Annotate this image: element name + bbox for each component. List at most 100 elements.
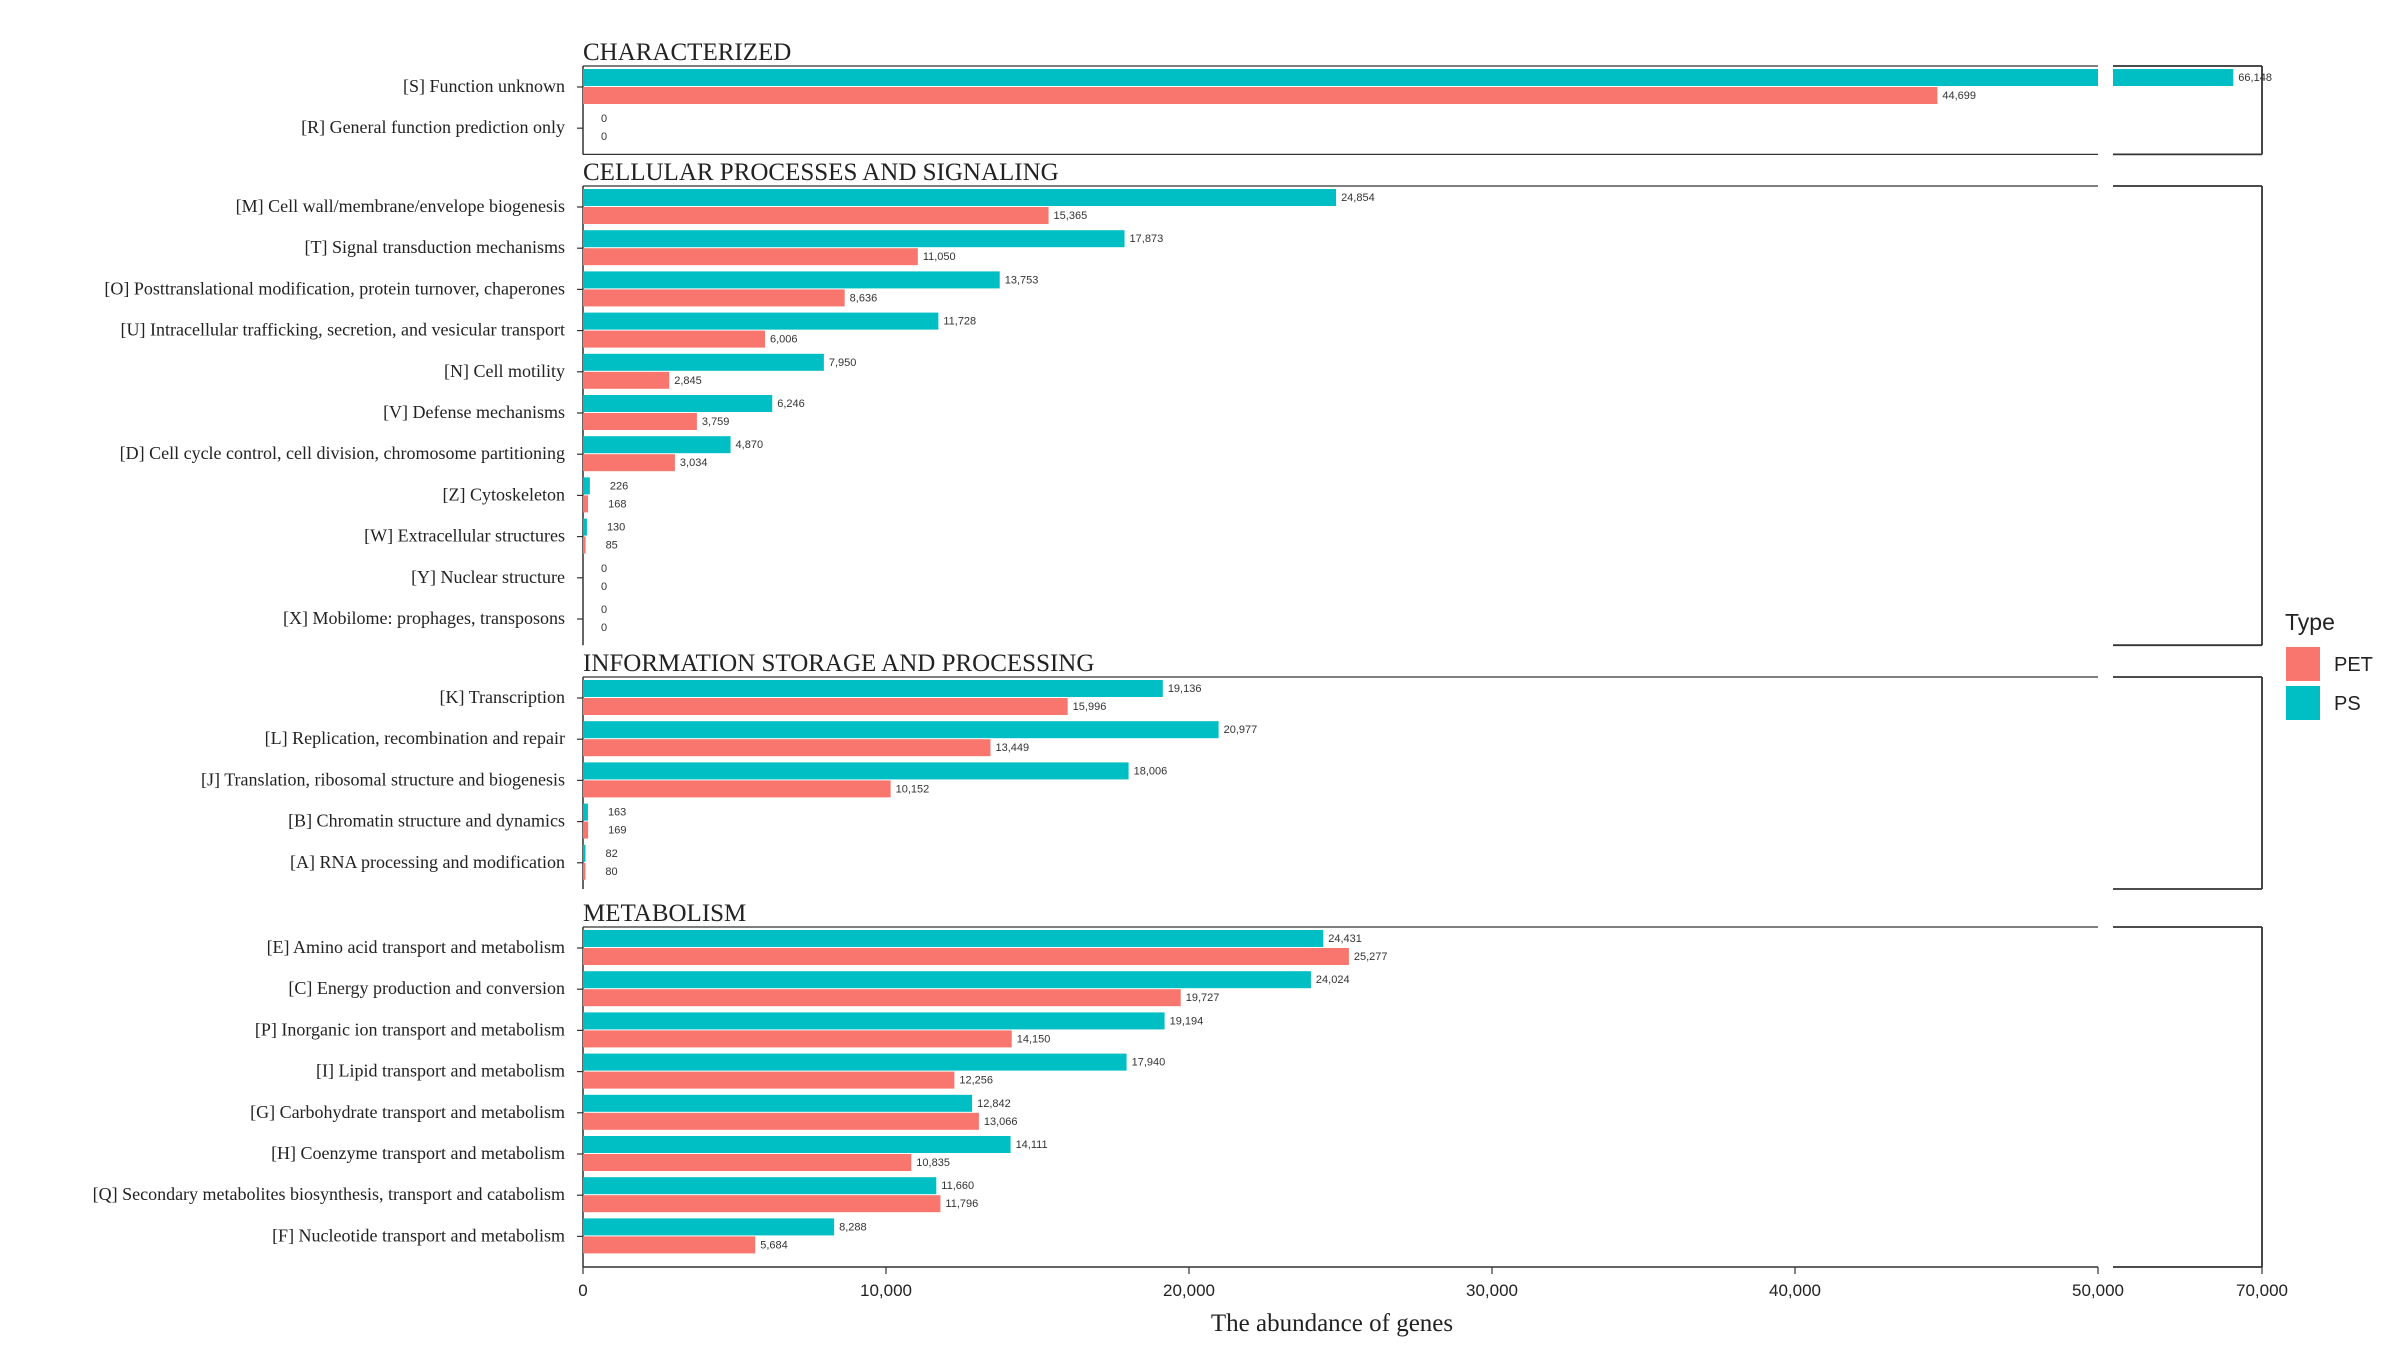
data-label-pet: 14,150 [1017, 1033, 1051, 1045]
category-label: [X] Mobilome: prophages, transposons [283, 608, 565, 628]
bar-pet [583, 739, 991, 757]
facet-title: INFORMATION STORAGE AND PROCESSING [583, 650, 1094, 677]
bar-ps [583, 803, 588, 821]
bar-ps [583, 762, 1129, 780]
bar-pet [583, 1112, 979, 1130]
bar-pet [583, 371, 670, 389]
x-axis: 0 10,000 20,000 30,000 40,000 50,000 70,000 [578, 1266, 2288, 1300]
data-label-ps: 11,728 [943, 316, 976, 328]
data-label-ps: 17,940 [1132, 1057, 1166, 1069]
bar-pet [583, 1030, 1012, 1048]
bar-pet [583, 780, 891, 798]
bar-pet [583, 989, 1181, 1007]
bar-ps [583, 680, 1163, 697]
bar-ps [583, 1053, 1127, 1071]
bar-pet [583, 862, 586, 880]
category-label: [W] Extracellular structures [364, 526, 565, 546]
data-label-pet: 0 [601, 131, 607, 143]
category-label: [Y] Nuclear structure [411, 567, 565, 587]
category-label: [B] Chromatin structure and dynamics [288, 811, 565, 831]
bar-ps [583, 1094, 973, 1112]
bar-ps [583, 189, 1337, 206]
data-label-pet: 10,835 [916, 1157, 950, 1169]
legend-label: PS [2334, 693, 2361, 715]
data-label-ps: 7,950 [829, 357, 857, 369]
data-label-pet: 12,256 [959, 1075, 993, 1087]
category-label: [Z] Cytoskeleton [443, 484, 565, 504]
data-label-pet: 15,996 [1073, 701, 1107, 713]
category-label: [T] Signal transduction mechanisms [305, 237, 565, 257]
data-label-ps: 17,873 [1130, 233, 1164, 245]
data-label-ps: 19,194 [1170, 1015, 1204, 1027]
category-label: [V] Defense mechanisms [383, 402, 565, 422]
category-label: [H] Coenzyme transport and metabolism [271, 1143, 565, 1163]
x-tick-label: 20,000 [1163, 1281, 1215, 1300]
data-label-ps: 13,753 [1005, 274, 1039, 286]
bar-ps [583, 353, 824, 371]
bar-pet [583, 413, 697, 430]
category-label: [P] Inorganic ion transport and metaboli… [255, 1019, 565, 1039]
bar-pet [583, 1071, 955, 1089]
facet-title: CELLULAR PROCESSES AND SIGNALING [583, 159, 1059, 186]
legend-swatch [2286, 647, 2320, 681]
bar-pet [583, 207, 1049, 224]
legend: Type PET PS [2285, 609, 2373, 720]
legend-label: PET [2334, 654, 2373, 676]
bar-ps [583, 844, 586, 862]
bar-ps-extension [2113, 69, 2234, 86]
data-label-ps: 8,288 [839, 1221, 867, 1233]
bar-pet [583, 1195, 941, 1213]
data-label-pet: 13,449 [996, 742, 1030, 754]
category-label: [M] Cell wall/membrane/envelope biogenes… [236, 196, 565, 216]
data-label-ps: 0 [601, 563, 607, 575]
bar-pet [583, 1236, 756, 1254]
data-label-ps: 24,024 [1316, 974, 1350, 986]
category-label: [O] Posttranslational modification, prot… [104, 278, 565, 298]
bar-ps [583, 436, 731, 454]
bar-ps [583, 930, 1324, 947]
data-label-pet: 169 [608, 825, 626, 837]
data-label-ps: 24,854 [1341, 192, 1375, 204]
bar-pet [583, 248, 918, 266]
facet-panel: CELLULAR PROCESSES AND SIGNALING [M] Cell… [104, 159, 2263, 647]
bar-ps [583, 395, 773, 412]
data-label-ps: 14,111 [1016, 1139, 1048, 1151]
bar-ps [583, 230, 1125, 248]
facet-panel: METABOLISM [E] Amino acid transport and m… [93, 900, 2263, 1267]
category-label: [Q] Secondary metabolites biosynthesis, … [93, 1184, 565, 1204]
category-label: [R] General function prediction only [301, 117, 565, 137]
x-tick-label: 50,000 [2072, 1281, 2124, 1300]
category-label: [F] Nucleotide transport and metabolism [272, 1225, 565, 1245]
bar-pet [583, 536, 586, 554]
chart-facets: CHARACTERIZED [S] Function unknown 66,148 4… [93, 39, 2272, 1267]
category-label: [C] Energy production and conversion [288, 978, 565, 998]
x-tick-label: 70,000 [2236, 1281, 2288, 1300]
category-label: [I] Lipid transport and metabolism [316, 1061, 565, 1081]
data-label-pet: 10,152 [896, 783, 930, 795]
bar-pet [583, 1154, 912, 1171]
data-label-ps: 12,842 [977, 1098, 1011, 1110]
category-label: [S] Function unknown [403, 76, 565, 96]
data-label-pet: 11,796 [945, 1198, 978, 1210]
data-label-pet: 13,066 [984, 1116, 1018, 1128]
data-label-ps: 19,136 [1168, 683, 1202, 695]
category-label: [L] Replication, recombination and repai… [265, 728, 565, 748]
facet-panel: INFORMATION STORAGE AND PROCESSING [K] Tr… [201, 650, 2263, 890]
legend-swatch [2286, 686, 2320, 720]
data-label-pet: 0 [601, 622, 607, 634]
facet-title: CHARACTERIZED [583, 39, 791, 66]
x-axis-title: The abundance of genes [1211, 1310, 1453, 1337]
data-label-ps: 163 [608, 807, 626, 819]
bar-ps [583, 971, 1311, 989]
facet-panel: CHARACTERIZED [S] Function unknown 66,148 4… [301, 39, 2272, 156]
data-label-pet: 85 [606, 540, 618, 552]
data-label-pet: 3,034 [680, 457, 708, 469]
bar-pet [583, 289, 845, 307]
facet-title: METABOLISM [583, 900, 746, 927]
data-label-pet: 25,277 [1354, 951, 1388, 963]
data-label-pet: 6,006 [770, 334, 798, 346]
data-label-pet: 5,684 [760, 1239, 788, 1251]
data-label-ps: 82 [605, 848, 617, 860]
data-label-ps: 0 [601, 113, 607, 125]
